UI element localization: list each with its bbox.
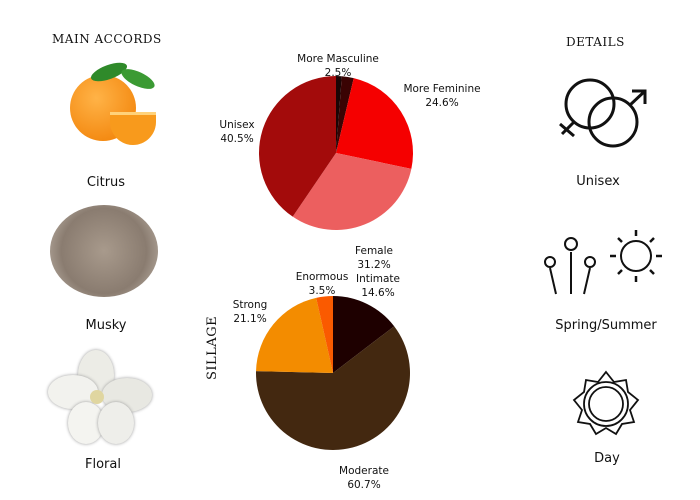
slice-value: 60.7%	[347, 479, 381, 491]
slice-label-moderate: Moderate 60.7%	[339, 464, 389, 492]
pie-slice-unisex	[259, 75, 336, 217]
mandarin-image	[70, 58, 160, 150]
slice-label-enormous: Enormous 3.5%	[296, 270, 349, 298]
slice-value: 24.6%	[425, 97, 459, 109]
flower-image	[48, 350, 152, 446]
slice-name: Enormous	[295, 271, 349, 283]
slice-label-female: Female 31.2%	[355, 244, 393, 272]
pie-slice-male	[336, 76, 342, 153]
sun-icon	[572, 370, 640, 436]
detail-label-day: Day	[594, 451, 620, 466]
accord-label-musky: Musky	[85, 318, 127, 333]
pie-slice-strong	[256, 297, 333, 373]
slice-name: Intimate	[355, 273, 401, 285]
pie-slice-intimate	[333, 296, 395, 373]
accord-label-citrus: Citrus	[86, 175, 126, 190]
slice-name: Unisex	[219, 119, 255, 131]
detail-label-season: Spring/Summer	[555, 318, 657, 333]
slice-name: More Masculine	[297, 53, 379, 65]
slice-label-strong: Strong 21.1%	[233, 298, 268, 326]
slice-value: 3.5%	[308, 285, 336, 297]
pie-slice-more-masculine	[336, 76, 354, 153]
slice-label-unisex: Unisex 40.5%	[219, 118, 254, 146]
slice-label-more-masculine: More Masculine 2.5%	[297, 52, 379, 80]
slice-label-intimate: Intimate 14.6%	[356, 272, 400, 300]
accord-label-floral: Floral	[85, 457, 121, 472]
slice-value: 31.2%	[357, 259, 391, 271]
pie-slice-female	[292, 153, 412, 231]
slice-value: 40.5%	[220, 133, 254, 145]
main-accords-title: MAIN ACCORDS	[52, 32, 162, 46]
details-title: DETAILS	[566, 35, 625, 49]
musk-image	[50, 205, 158, 297]
pie-slice-enormous	[316, 296, 333, 373]
slice-value: 21.1%	[233, 313, 267, 325]
pie-slice-more-feminine	[336, 78, 414, 169]
slice-name: Female	[355, 245, 393, 257]
slice-name: More Feminine	[403, 83, 481, 95]
slice-label-more-feminine: More Feminine 24.6%	[403, 82, 480, 110]
slice-name: Moderate	[339, 465, 389, 477]
slice-value: 14.6%	[361, 287, 395, 299]
gender-icon	[559, 78, 647, 148]
slice-name: Strong	[232, 299, 268, 311]
detail-label-unisex: Unisex	[576, 174, 620, 189]
flowers-sun-icon	[544, 230, 662, 295]
pie-slice-moderate	[255, 326, 410, 451]
slice-value: 2.5%	[324, 67, 352, 79]
sillage-title: SILLAGE	[205, 315, 220, 380]
